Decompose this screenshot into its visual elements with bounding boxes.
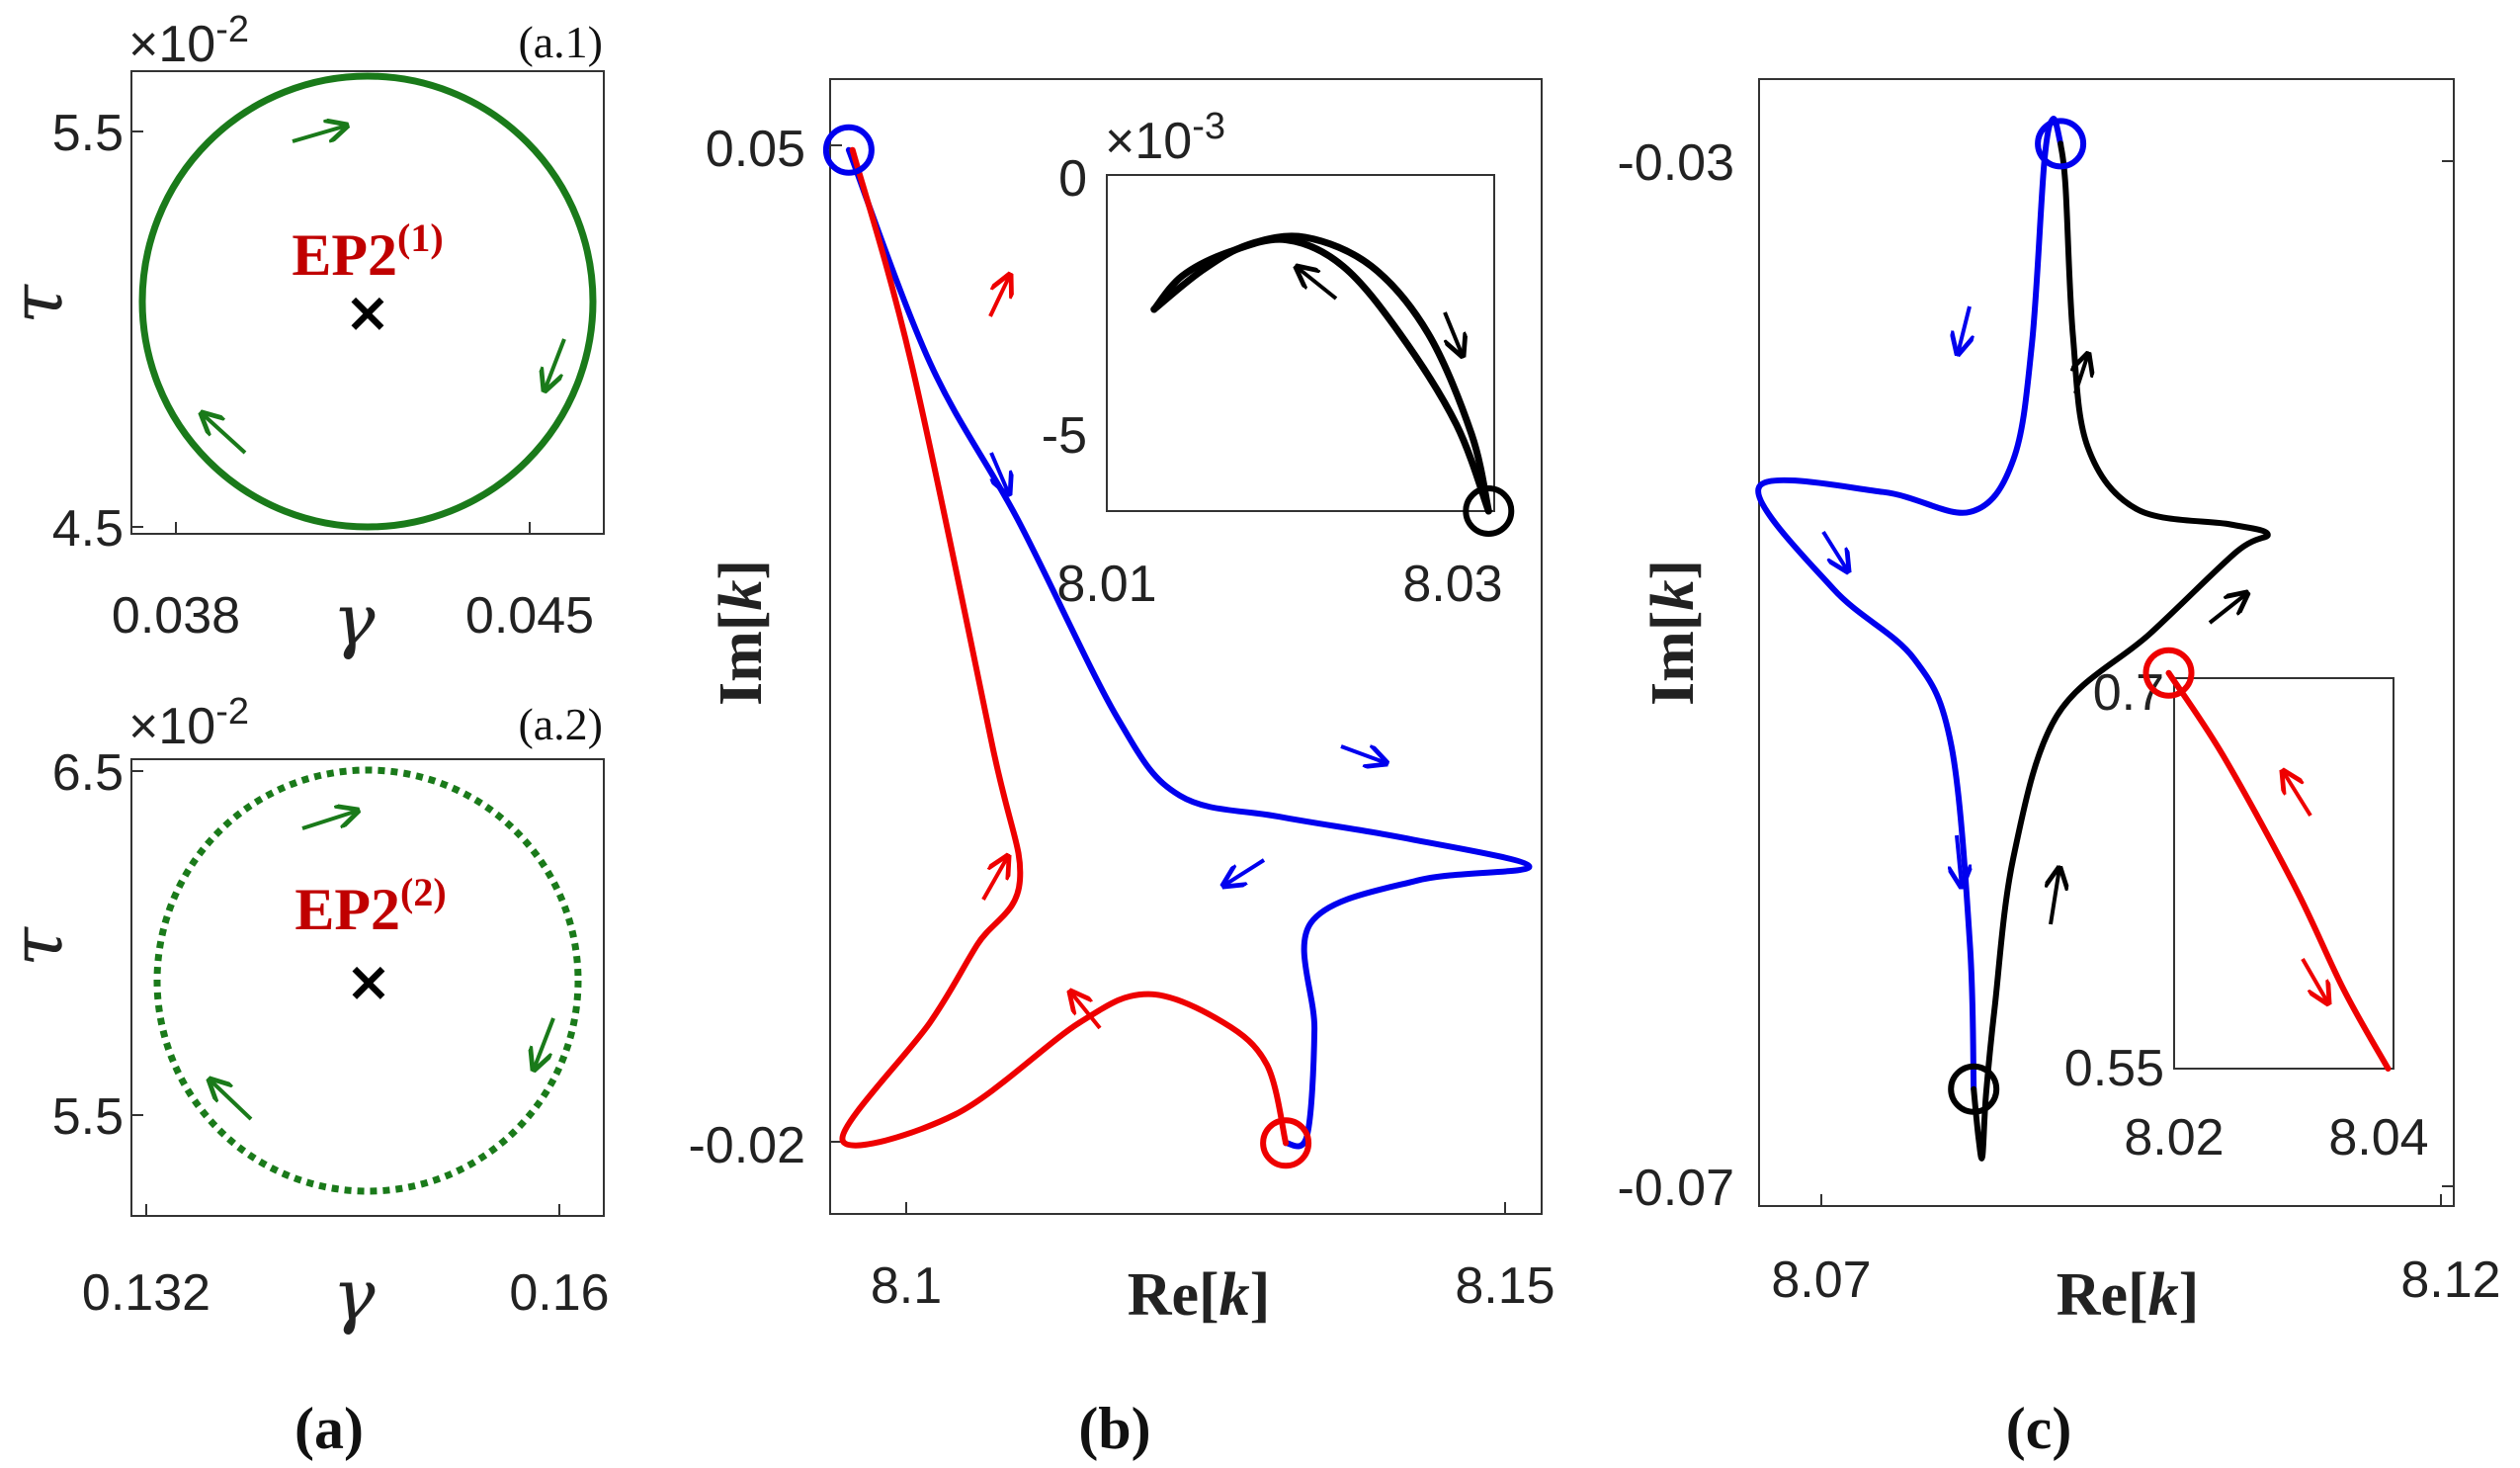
panel-c: -0.03 -0.07 8.07 8.12 Re[k] Im[k] 0.7 0.… <box>1617 78 2501 1329</box>
a2-loop-path <box>153 766 582 1195</box>
b-ylabel: Im[k] <box>708 560 775 706</box>
a2-ylabel: τ <box>0 926 78 967</box>
c-plot-area <box>1755 116 2271 1162</box>
c-arrow-black-upper <box>2075 354 2088 394</box>
b-xlabel: Re[k] <box>1128 1261 1271 1329</box>
a1-sublabel: (a.1) <box>518 17 603 67</box>
panel-a1: 5.5 4.5 0.038 0.045 γ τ ×10-2 (a.1) EP2(… <box>0 9 605 661</box>
a2-ep-label: EP2(2) <box>294 870 446 942</box>
b-inset-marker-black <box>1463 485 1515 537</box>
a1-ep-marker: × <box>345 281 391 345</box>
c-series-black <box>1971 140 2271 1162</box>
panel-label-b: (b) <box>1078 1396 1150 1461</box>
c-series-blue <box>1755 116 2064 1092</box>
c-ytick-label-bottom: -0.07 <box>1617 1160 1734 1217</box>
b-arrow-blue-right <box>1340 744 1386 763</box>
panel-label-a: (a) <box>294 1396 364 1461</box>
b-arrow-red-lower <box>1070 992 1102 1030</box>
c-arrow-blue-left <box>1821 530 1848 571</box>
b-inset-frame <box>1106 174 1495 512</box>
b-inset-multiplier: ×10-3 <box>1105 106 1225 170</box>
a1-y-multiplier: ×10-2 <box>128 9 249 73</box>
b-series-blue <box>845 146 1533 1150</box>
a2-ep-marker: × <box>346 950 392 1014</box>
c-ytick-label-top: -0.03 <box>1617 134 1734 192</box>
b-frame <box>829 78 1543 1215</box>
a2-xtick-label-left: 0.132 <box>82 1264 210 1322</box>
a1-loop-path <box>138 72 597 531</box>
c-marker-black <box>1948 1063 2000 1115</box>
c-inset-ytick-bottom: 0.55 <box>2064 1040 2164 1097</box>
a2-sublabel: (a.2) <box>518 699 603 749</box>
c-inset-ytick-top: 0.7 <box>2093 664 2164 722</box>
c-xtick-label-left: 8.07 <box>1771 1252 1871 1309</box>
b-xtick-label-left: 8.1 <box>871 1257 942 1315</box>
c-inset-frame <box>2173 677 2394 1070</box>
a1-xtick-label-right: 0.045 <box>465 587 594 645</box>
a1-frame <box>130 70 605 535</box>
a1-ep-label: EP2(1) <box>292 216 443 288</box>
a2-frame <box>130 758 605 1217</box>
b-inset-plot-area <box>1150 232 1515 537</box>
c-inset-xtick-left: 8.02 <box>2124 1109 2224 1166</box>
a2-ytick-label-top: 6.5 <box>52 744 124 802</box>
c-inset-plot-area <box>2142 647 2392 1072</box>
a2-arrow-right <box>534 1017 555 1070</box>
c-frame <box>1758 78 2455 1207</box>
c-inset-arrow-up <box>2283 771 2312 818</box>
a1-arrow-top <box>292 126 347 143</box>
b-inset-ytick-bottom: -5 <box>1042 407 1087 465</box>
b-arrow-red-middle <box>981 856 1008 901</box>
c-arrow-black-right <box>2208 593 2247 625</box>
a1-ytick-label-top: 5.5 <box>52 105 124 162</box>
b-arrow-blue-upper <box>989 452 1009 494</box>
a2-xtick-label-right: 0.16 <box>509 1264 609 1322</box>
a2-y-multiplier: ×10-2 <box>128 691 249 755</box>
c-inset-xtick-right: 8.04 <box>2328 1109 2428 1166</box>
b-inset-xtick-right: 8.03 <box>1402 556 1502 613</box>
c-inset-marker-red <box>2142 647 2195 699</box>
b-inset-xtick-left: 8.01 <box>1056 556 1156 613</box>
c-xtick-label-right: 8.12 <box>2400 1252 2500 1309</box>
a2-ytick-label-bottom: 5.5 <box>52 1088 124 1146</box>
b-arrow-blue-lower <box>1223 858 1266 886</box>
c-marker-blue <box>2035 118 2087 170</box>
b-marker-red <box>1260 1117 1312 1169</box>
c-inset-series-red <box>2165 669 2392 1072</box>
b-inset-arrow-up <box>1297 267 1338 301</box>
panel-label-c: (c) <box>2006 1396 2072 1461</box>
b-inset-arrow-down <box>1443 311 1463 356</box>
b-plot-area <box>822 124 1533 1169</box>
a1-ylabel: τ <box>0 284 78 324</box>
b-inset-series-black-outer <box>1150 232 1492 515</box>
a1-arrow-right <box>545 338 566 390</box>
c-arrow-blue-lower <box>1957 834 1962 887</box>
a1-arrow-left <box>202 413 247 455</box>
b-marker-blue <box>822 124 875 176</box>
c-arrow-black-lower <box>2051 868 2059 925</box>
panel-a2: 6.5 5.5 0.132 0.16 γ τ ×10-2 (a.2) EP2(2… <box>0 691 610 1337</box>
b-arrow-red-upper <box>988 275 1010 317</box>
c-inset-arrow-down <box>2301 957 2328 1003</box>
b-xtick-label-right: 8.15 <box>1455 1257 1554 1315</box>
b-inset-ytick-top: 0 <box>1058 150 1087 208</box>
a1-xlabel: γ <box>332 578 376 661</box>
a2-xlabel: γ <box>332 1253 376 1337</box>
a1-xtick-label-left: 0.038 <box>112 587 240 645</box>
b-ytick-label-top: 0.05 <box>706 121 805 178</box>
a1-ytick-label-bottom: 4.5 <box>52 500 124 558</box>
b-series-red <box>839 146 1290 1149</box>
c-ylabel: Im[k] <box>1639 560 1707 706</box>
c-arrow-blue-upper <box>1958 305 1970 354</box>
b-inset-series-black-inner <box>1150 235 1492 515</box>
a2-arrow-left <box>210 1079 253 1121</box>
a2-arrow-top <box>301 811 358 830</box>
panel-b: 0.05 -0.02 8.1 8.15 Re[k] Im[k] 0 -5 8.0… <box>688 78 1555 1329</box>
b-ytick-label-bottom: -0.02 <box>688 1117 805 1174</box>
c-xlabel: Re[k] <box>2057 1261 2200 1329</box>
